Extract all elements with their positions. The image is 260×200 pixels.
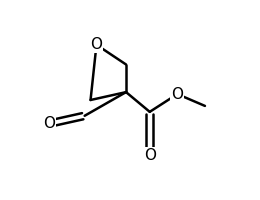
Text: O: O xyxy=(144,148,156,163)
Text: O: O xyxy=(171,87,183,102)
Text: O: O xyxy=(90,37,102,52)
Text: O: O xyxy=(43,116,55,131)
